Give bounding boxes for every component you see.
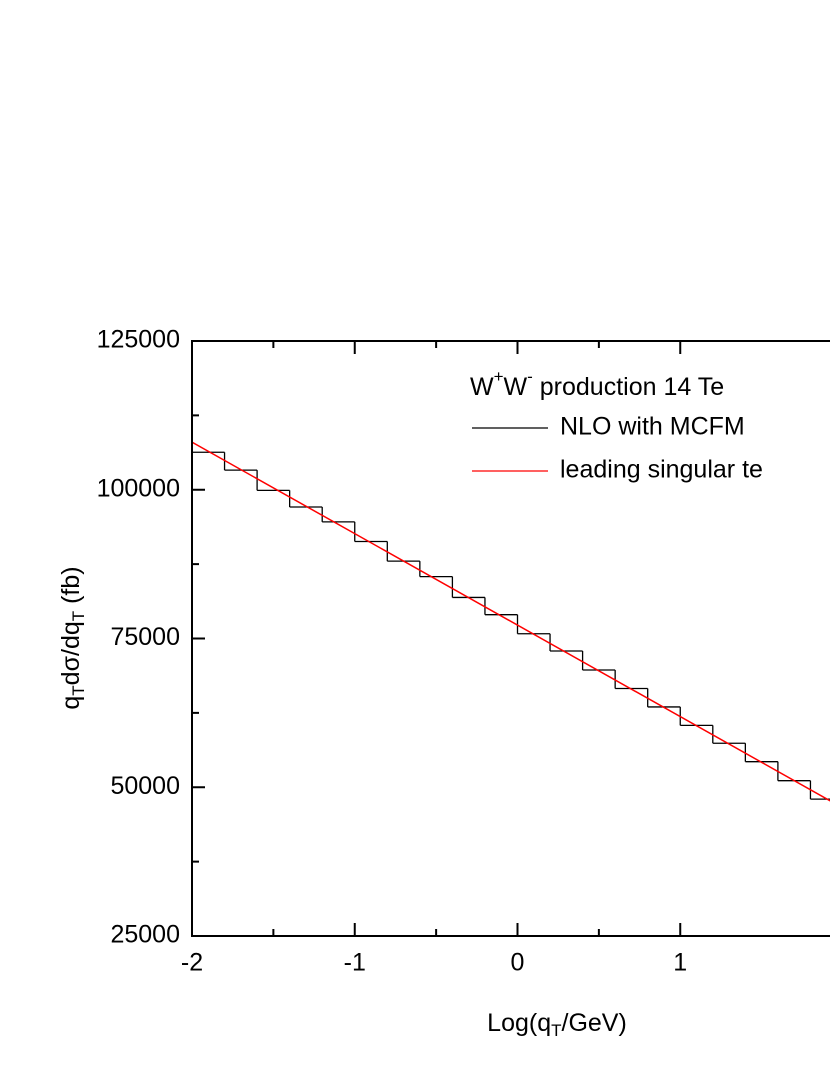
y-tick-label: 25000 xyxy=(110,921,180,949)
x-axis-label-part: /GeV) xyxy=(562,1009,627,1037)
y-tick-label: 50000 xyxy=(110,772,180,800)
y-tick-label: 75000 xyxy=(110,623,180,651)
legend-title-part: W xyxy=(504,373,528,401)
legend-title-part: W xyxy=(470,373,494,401)
legend-title: W+W- production 14 Te xyxy=(470,367,724,400)
x-tick-label: -2 xyxy=(181,949,203,977)
legend-label: NLO with MCFM xyxy=(560,413,745,441)
y-axis-label-part: dσ/dq xyxy=(57,621,85,685)
y-axis-label-part: q xyxy=(57,696,85,710)
axis-frame xyxy=(191,340,830,937)
legend-title-part: production 14 Te xyxy=(533,373,724,401)
x-axis-label: Log(qT/GeV) xyxy=(487,1009,627,1041)
y-axis-label: qTdσ/dqT (fb) xyxy=(57,566,89,709)
y-axis-label-part: T xyxy=(69,685,88,695)
legend-title-part: + xyxy=(494,367,504,386)
x-axis-label-part: T xyxy=(551,1021,561,1040)
x-tick-label: 1 xyxy=(673,949,687,977)
legend-title-part: - xyxy=(527,367,533,386)
y-tick-label: 125000 xyxy=(97,326,180,354)
y-axis-label-part: (fb) xyxy=(57,566,85,610)
x-tick-label: 0 xyxy=(511,949,525,977)
series-line xyxy=(192,441,830,802)
x-axis-label-part: Log(q xyxy=(487,1009,551,1037)
x-tick-label: -1 xyxy=(344,949,366,977)
y-axis-label-part: T xyxy=(69,611,88,621)
y-tick-label: 100000 xyxy=(97,474,180,502)
plot-area xyxy=(192,441,830,802)
legend-label: leading singular te xyxy=(560,456,763,484)
